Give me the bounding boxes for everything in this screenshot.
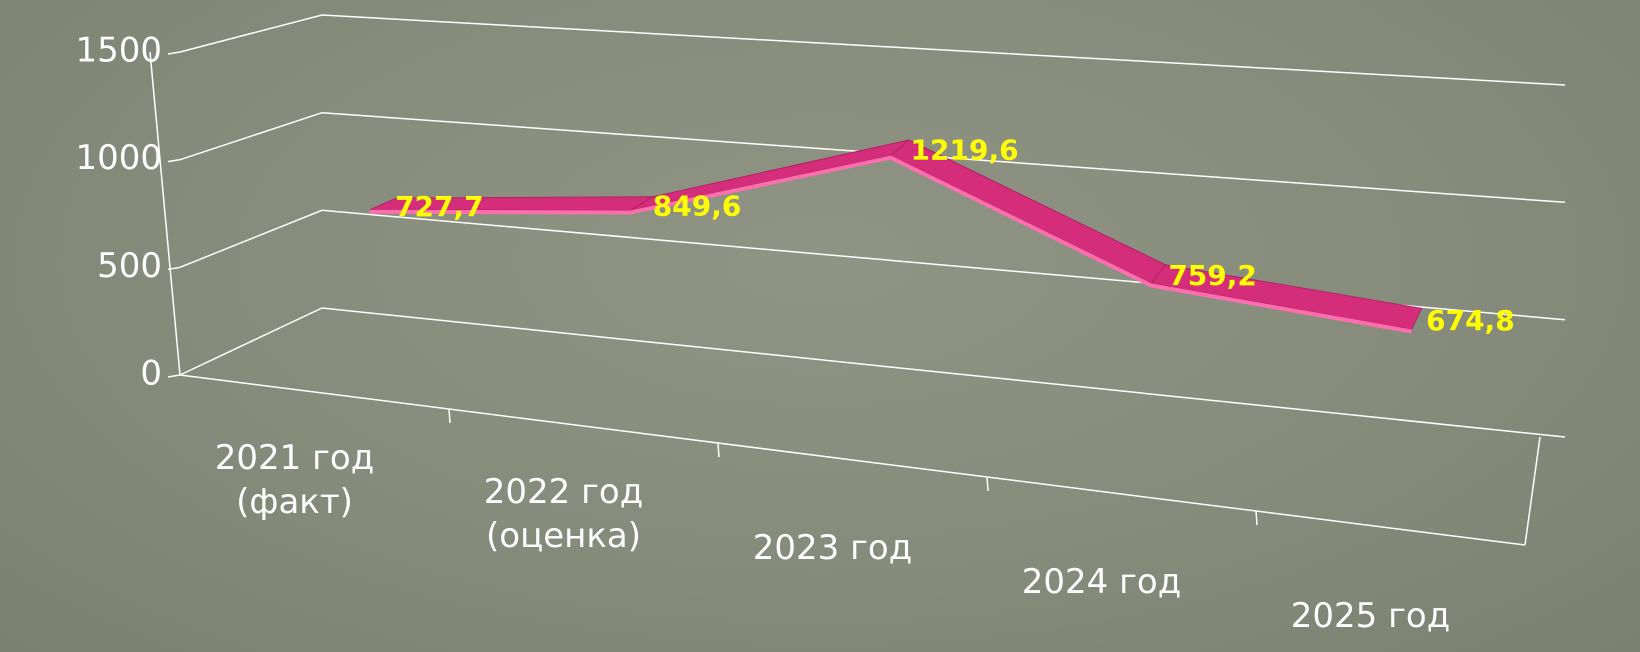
x-tick-label: 2022 год (оценка) [483,472,644,556]
y-axis [149,51,181,376]
x-tick-label: 2021 год (факт) [214,438,375,522]
x-tick [448,408,451,424]
x-tick-label: 2024 год [1021,562,1182,602]
data-label: 727,7 [395,190,484,223]
x-tick [986,476,989,492]
y-tick-label: 1500 [75,31,162,71]
grid-line [179,307,1566,438]
x-tick-label: 2023 год [752,528,913,568]
y-tick-label: 1000 [75,138,162,178]
y-tick [167,266,181,271]
y-tick [167,374,181,378]
x-tick [717,442,720,458]
y-tick [167,51,181,55]
ribbon-edge [369,155,1412,334]
data-label: 674,8 [1426,304,1515,337]
data-label: 849,6 [653,190,742,223]
y-tick [167,158,181,163]
x-tick [1255,510,1258,526]
x-tick-label: 2025 год [1290,596,1451,636]
grid-line [179,14,1566,86]
data-label: 759,2 [1168,259,1257,292]
data-label: 1219,6 [911,133,1019,166]
grid-line [179,111,1566,204]
floor-edge [1524,436,1541,546]
y-tick-label: 0 [140,354,162,394]
floor-edge [179,374,1526,546]
y-tick-label: 500 [97,246,162,286]
